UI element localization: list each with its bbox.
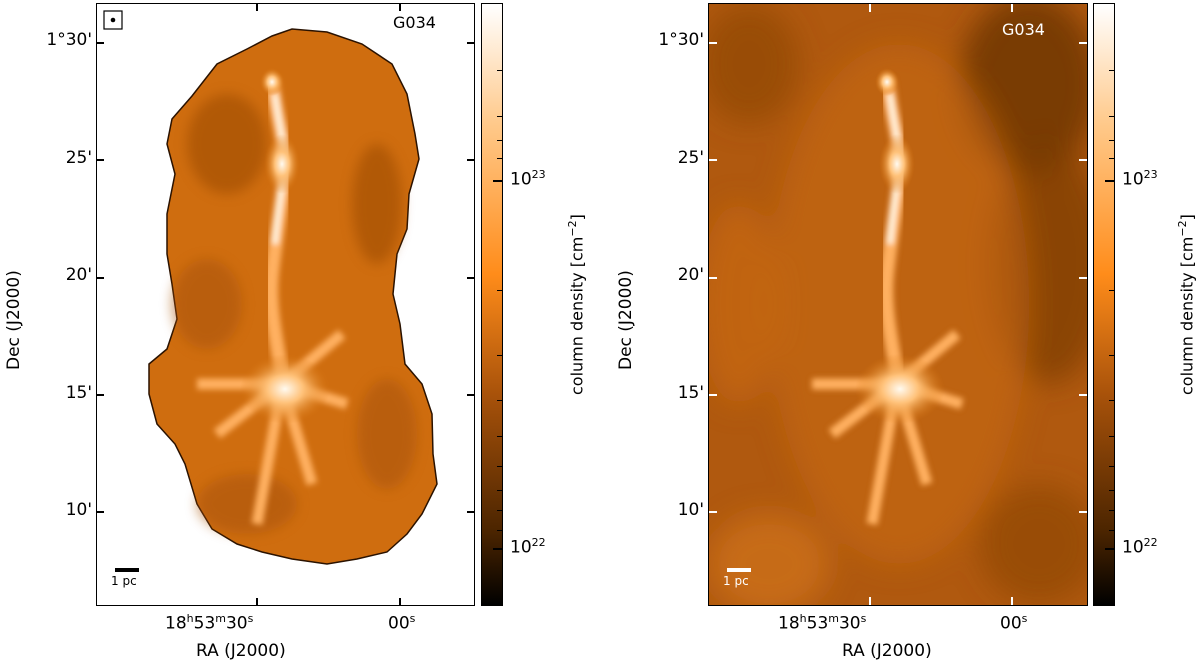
right-density-map [709,4,1087,605]
right-scalebar [727,568,751,572]
left-density-map [103,10,438,572]
left-ra-axis-label: RA (J2000) [196,641,286,661]
left-dec-tick-4: 10' [65,500,92,520]
left-beam-box [103,10,123,30]
left-colorbar [481,3,503,606]
left-dec-axis-label: Dec (J2000) [4,270,24,370]
left-dec-tick-2: 20' [65,265,92,285]
right-ra-tick-right: 00s [1000,612,1028,634]
left-ra-tick-right: 00s [388,612,416,634]
left-cbar-tick-low: 1022 [510,536,546,558]
right-map-frame [708,3,1088,606]
right-field-label: G034 [1002,20,1045,39]
right-dec-tick-1: 25' [677,148,704,168]
right-colorbar-label: column density [cm−2] [1176,214,1197,395]
left-dec-tick-3: 15' [65,383,92,403]
left-ra-tick-main: 18h53m30s [165,612,254,634]
right-cbar-tick-high: 1023 [1122,168,1158,190]
right-cbar-tick-low: 1022 [1122,536,1158,558]
right-ra-axis-label: RA (J2000) [842,641,932,661]
left-scalebar [115,568,139,572]
right-dec-tick-4: 10' [677,500,704,520]
left-map-frame [96,3,475,606]
left-cbar-tick-high: 1023 [510,168,546,190]
right-ra-tick-main: 18h53m30s [778,612,867,634]
left-beam-marker [110,17,116,23]
right-dec-tick-2: 20' [677,265,704,285]
left-scalebar-label: 1 pc [111,574,137,588]
left-dec-tick-0: 1°30' [46,30,92,50]
right-dec-tick-0: 1°30' [658,30,704,50]
right-dec-axis-label: Dec (J2000) [616,270,636,370]
left-dec-tick-1: 25' [65,148,92,168]
right-colorbar [1093,3,1115,606]
left-colorbar-label: column density [cm−2] [566,214,587,395]
right-dec-tick-3: 15' [677,383,704,403]
right-scalebar-label: 1 pc [723,574,749,588]
left-field-label: G034 [393,13,436,32]
